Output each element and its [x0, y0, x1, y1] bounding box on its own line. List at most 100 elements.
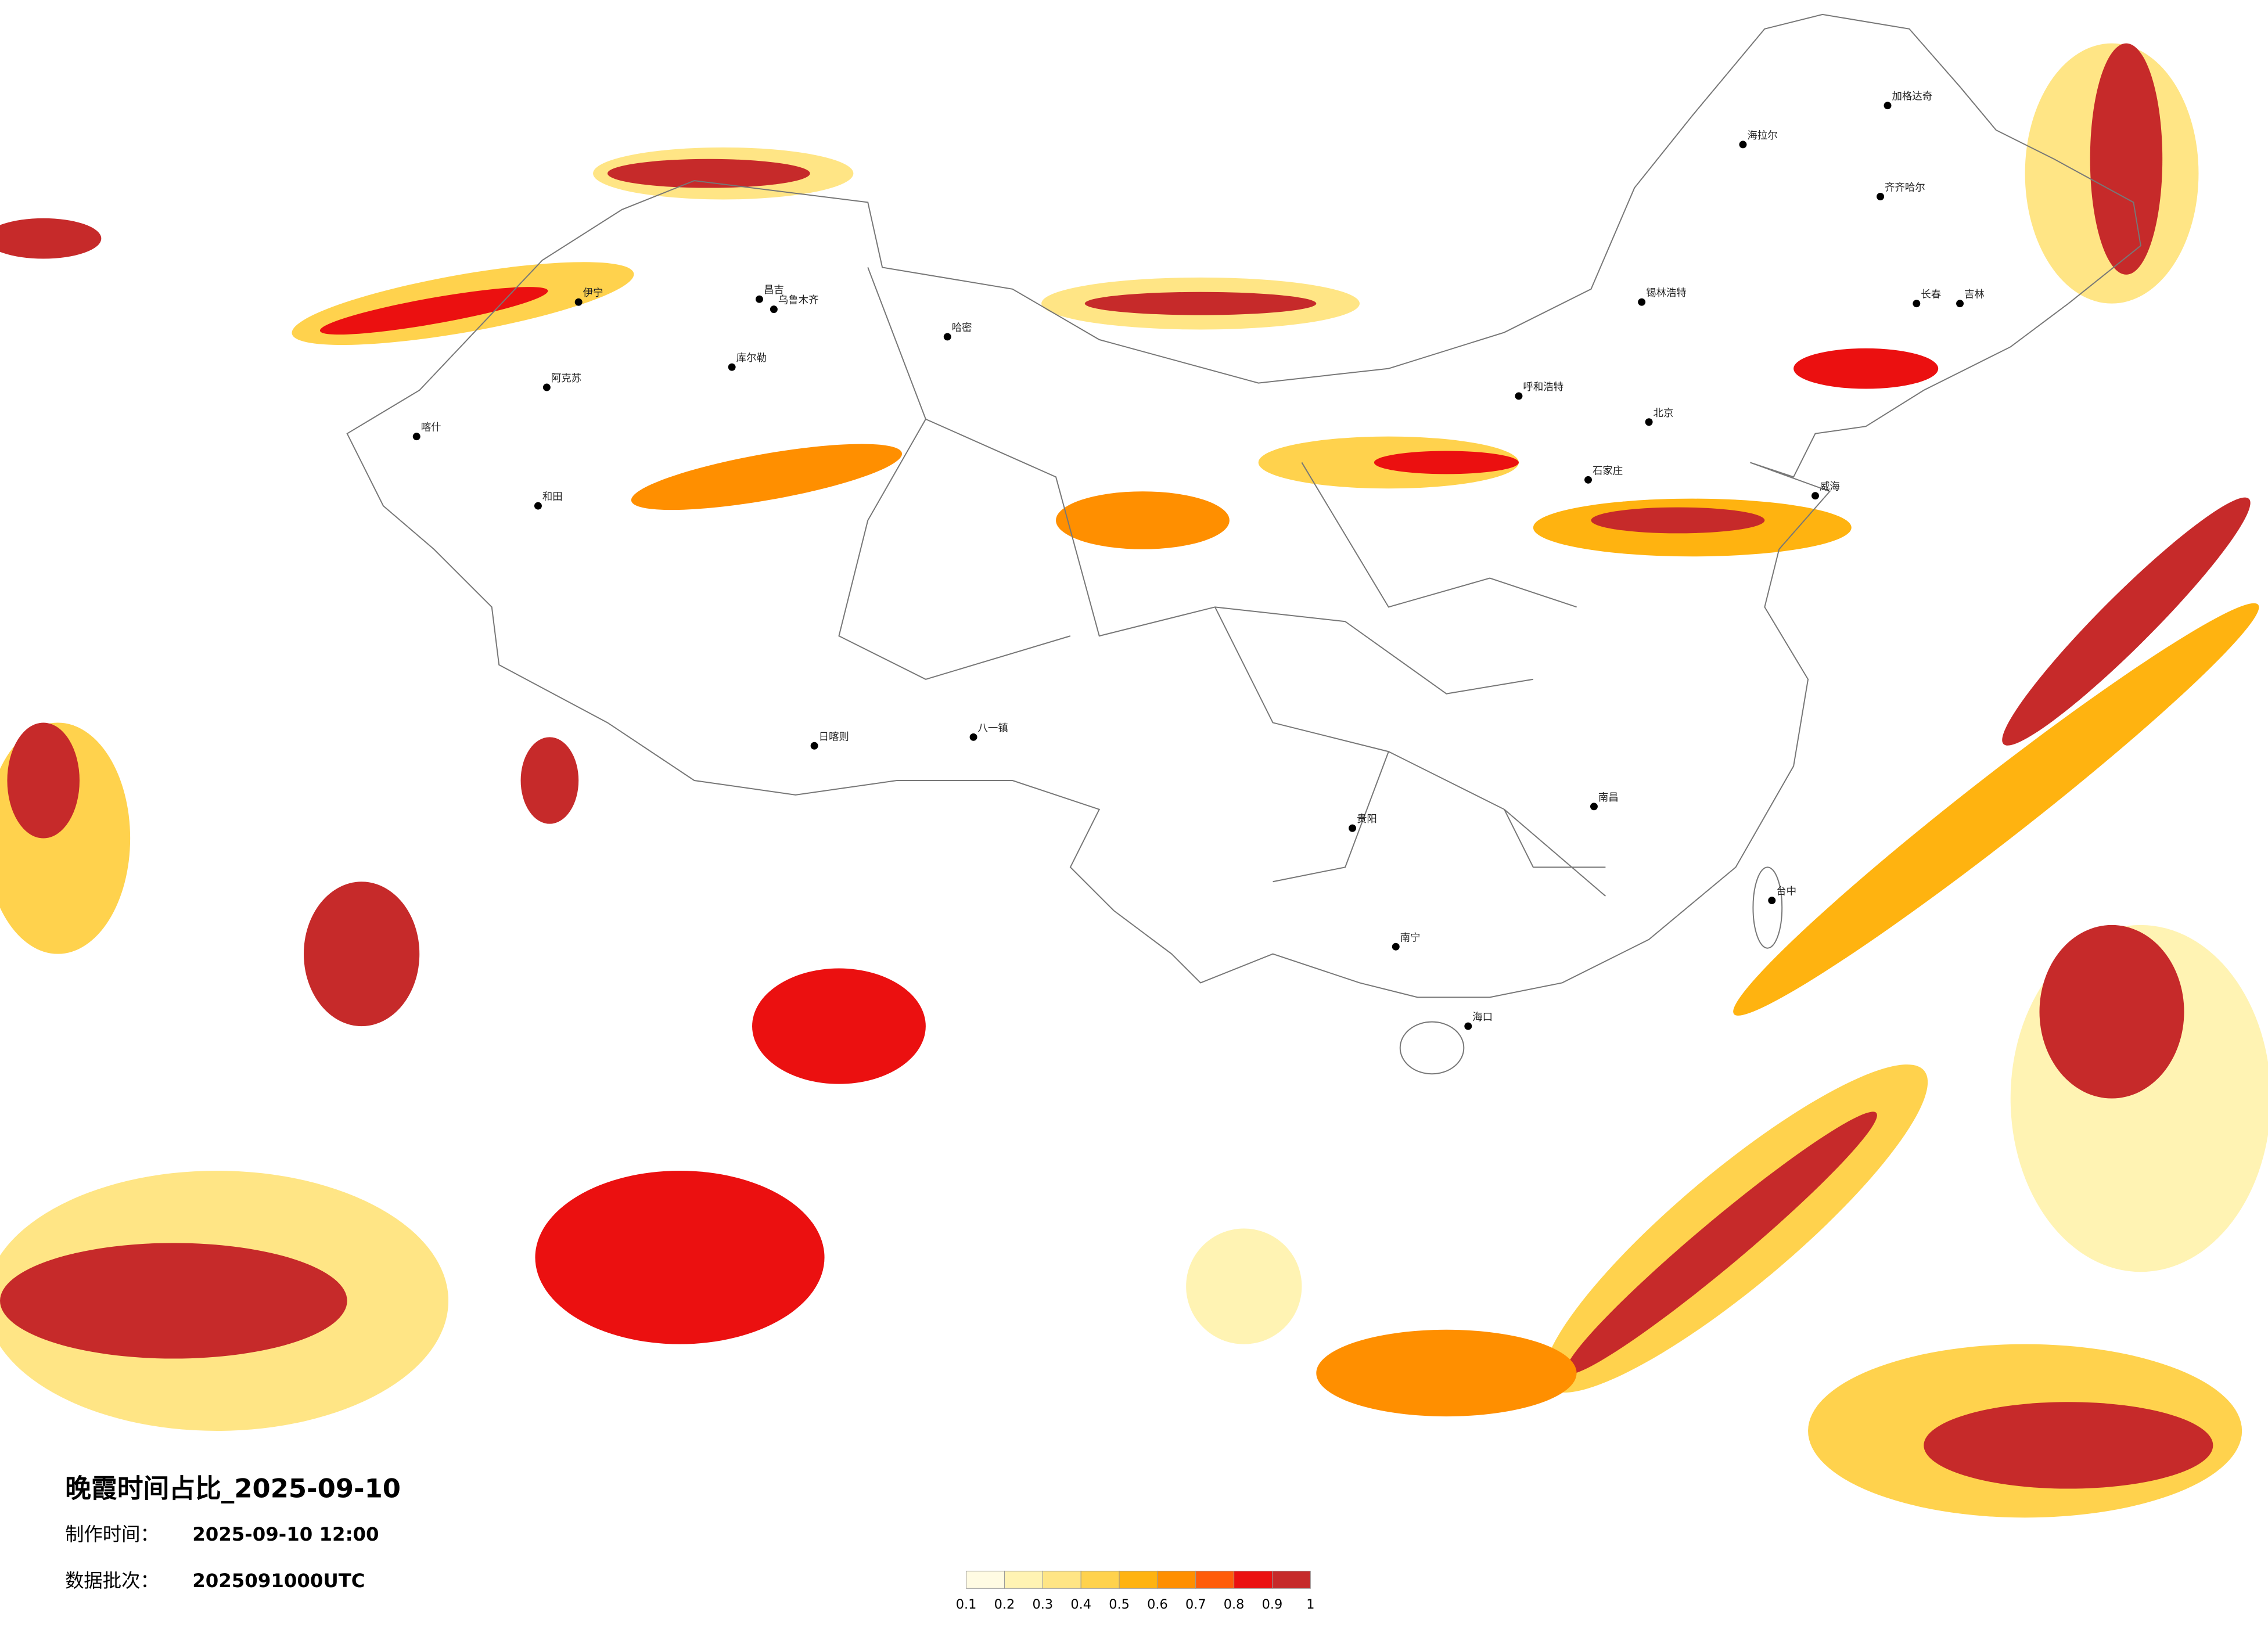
colorbar-tick-label: 0.9 — [1262, 1597, 1283, 1612]
colorbar-cell — [1157, 1570, 1196, 1589]
city-label: 齐齐哈尔 — [1885, 182, 1925, 194]
field-patch — [752, 968, 926, 1084]
city-label: 南宁 — [1400, 932, 1421, 944]
province-border — [838, 267, 1606, 897]
city-label: 台中 — [1776, 886, 1796, 898]
colorbar-tick-label: 0.8 — [1224, 1597, 1245, 1612]
colorbar-cell — [1042, 1570, 1081, 1589]
colorbar-tick-label: 0.1 — [956, 1597, 977, 1612]
city-label: 乌鲁木齐 — [778, 295, 819, 307]
made-label: 制作时间： — [65, 1523, 159, 1545]
city-dot — [1877, 193, 1885, 200]
city-label: 南昌 — [1598, 792, 1619, 804]
city-dot — [1464, 1022, 1472, 1030]
city-dot — [943, 333, 951, 341]
city-dot — [574, 298, 583, 306]
city-dot — [770, 305, 778, 314]
field-patch — [319, 287, 548, 335]
field-patch — [520, 737, 579, 824]
field-patch — [1084, 292, 1317, 315]
city-dot — [1913, 300, 1921, 308]
field-patch — [1374, 451, 1519, 474]
field-patch — [1056, 491, 1230, 549]
city-label: 海拉尔 — [1747, 130, 1777, 142]
colorbar-cell — [1234, 1570, 1273, 1589]
city-dot — [1349, 824, 1357, 832]
city-label: 库尔勒 — [736, 352, 767, 364]
city-label: 加格达奇 — [1892, 91, 1932, 103]
made-time: 2025-09-10 12:00 — [192, 1523, 379, 1545]
city-dot — [1590, 803, 1598, 811]
field-patch — [2090, 43, 2163, 275]
city-label: 长春 — [1921, 289, 1941, 301]
country-border — [346, 13, 2141, 998]
colorbar-cell — [1119, 1570, 1158, 1589]
city-dot — [969, 733, 977, 741]
field-patch — [303, 882, 420, 1027]
city-dot — [1884, 102, 1892, 110]
city-label: 吉林 — [1964, 289, 1985, 301]
city-dot — [542, 383, 551, 391]
city-dot — [1515, 392, 1523, 400]
city-dot — [534, 502, 542, 510]
city-label: 北京 — [1654, 408, 1674, 419]
island-border — [1752, 866, 1783, 949]
city-label: 八一镇 — [978, 722, 1008, 734]
city-label: 阿克苏 — [551, 373, 581, 384]
city-dot — [1956, 300, 1964, 308]
field-patch — [607, 159, 810, 188]
colorbar-cell — [1004, 1570, 1043, 1589]
city-label: 昌吉 — [764, 285, 784, 296]
city-dot — [1768, 897, 1776, 905]
city-dot — [728, 363, 736, 371]
colorbar-tick-label: 0.5 — [1109, 1597, 1130, 1612]
field-patch — [0, 1243, 347, 1359]
field-patch — [1733, 603, 2259, 1016]
city-dot — [1392, 942, 1400, 951]
city-label: 日喀则 — [819, 731, 849, 743]
boundaries — [346, 13, 2141, 1075]
field-patch — [1591, 507, 1765, 534]
colorbar-tick-label: 0.7 — [1185, 1597, 1206, 1612]
sunset-field — [0, 43, 2268, 1518]
island-border — [1399, 1021, 1465, 1075]
colorbar-cell — [966, 1570, 1005, 1589]
field-patch — [1186, 1228, 1302, 1344]
city-label: 威海 — [1820, 481, 1840, 493]
colorbar: 0.1 0.2 0.3 0.4 0.5 0.6 0.7 0.8 0.9 1 — [956, 1570, 1314, 1612]
colorbar-tick-label: 0.4 — [1070, 1597, 1091, 1612]
city-dot — [1811, 492, 1819, 500]
colorbar-tick-label: 1 — [1306, 1597, 1314, 1612]
city-label: 贵阳 — [1357, 814, 1377, 825]
city-label: 和田 — [542, 491, 563, 503]
colorbar-cell — [1195, 1570, 1235, 1589]
field-patch — [2039, 924, 2184, 1099]
city-label: 伊宁 — [583, 287, 603, 299]
city-label: 哈密 — [952, 322, 972, 334]
city-dot — [1584, 476, 1592, 484]
field-patch — [2002, 497, 2251, 746]
colorbar-tick-label: 0.6 — [1147, 1597, 1168, 1612]
field-patch — [1565, 1111, 1877, 1375]
city-label: 喀什 — [421, 422, 441, 434]
batch-label: 数据批次： — [65, 1570, 159, 1592]
city-label: 呼和浩特 — [1523, 382, 1563, 393]
colorbar-cell — [1080, 1570, 1120, 1589]
field-patch — [535, 1171, 825, 1344]
city-dot — [1645, 418, 1653, 426]
field-patch — [1793, 348, 1939, 389]
city-dot — [810, 742, 818, 750]
city-label: 锡林浩特 — [1646, 287, 1687, 299]
city-label: 石家庄 — [1593, 465, 1623, 477]
field-patch — [7, 722, 80, 839]
field-patch — [1924, 1402, 2213, 1489]
city-dot — [412, 433, 420, 441]
colorbar-tick-label: 0.2 — [994, 1597, 1015, 1612]
colorbar-tick-label: 0.3 — [1033, 1597, 1054, 1612]
city-dot — [1739, 141, 1747, 149]
field-patch — [631, 444, 903, 510]
city-dot — [1638, 298, 1646, 306]
